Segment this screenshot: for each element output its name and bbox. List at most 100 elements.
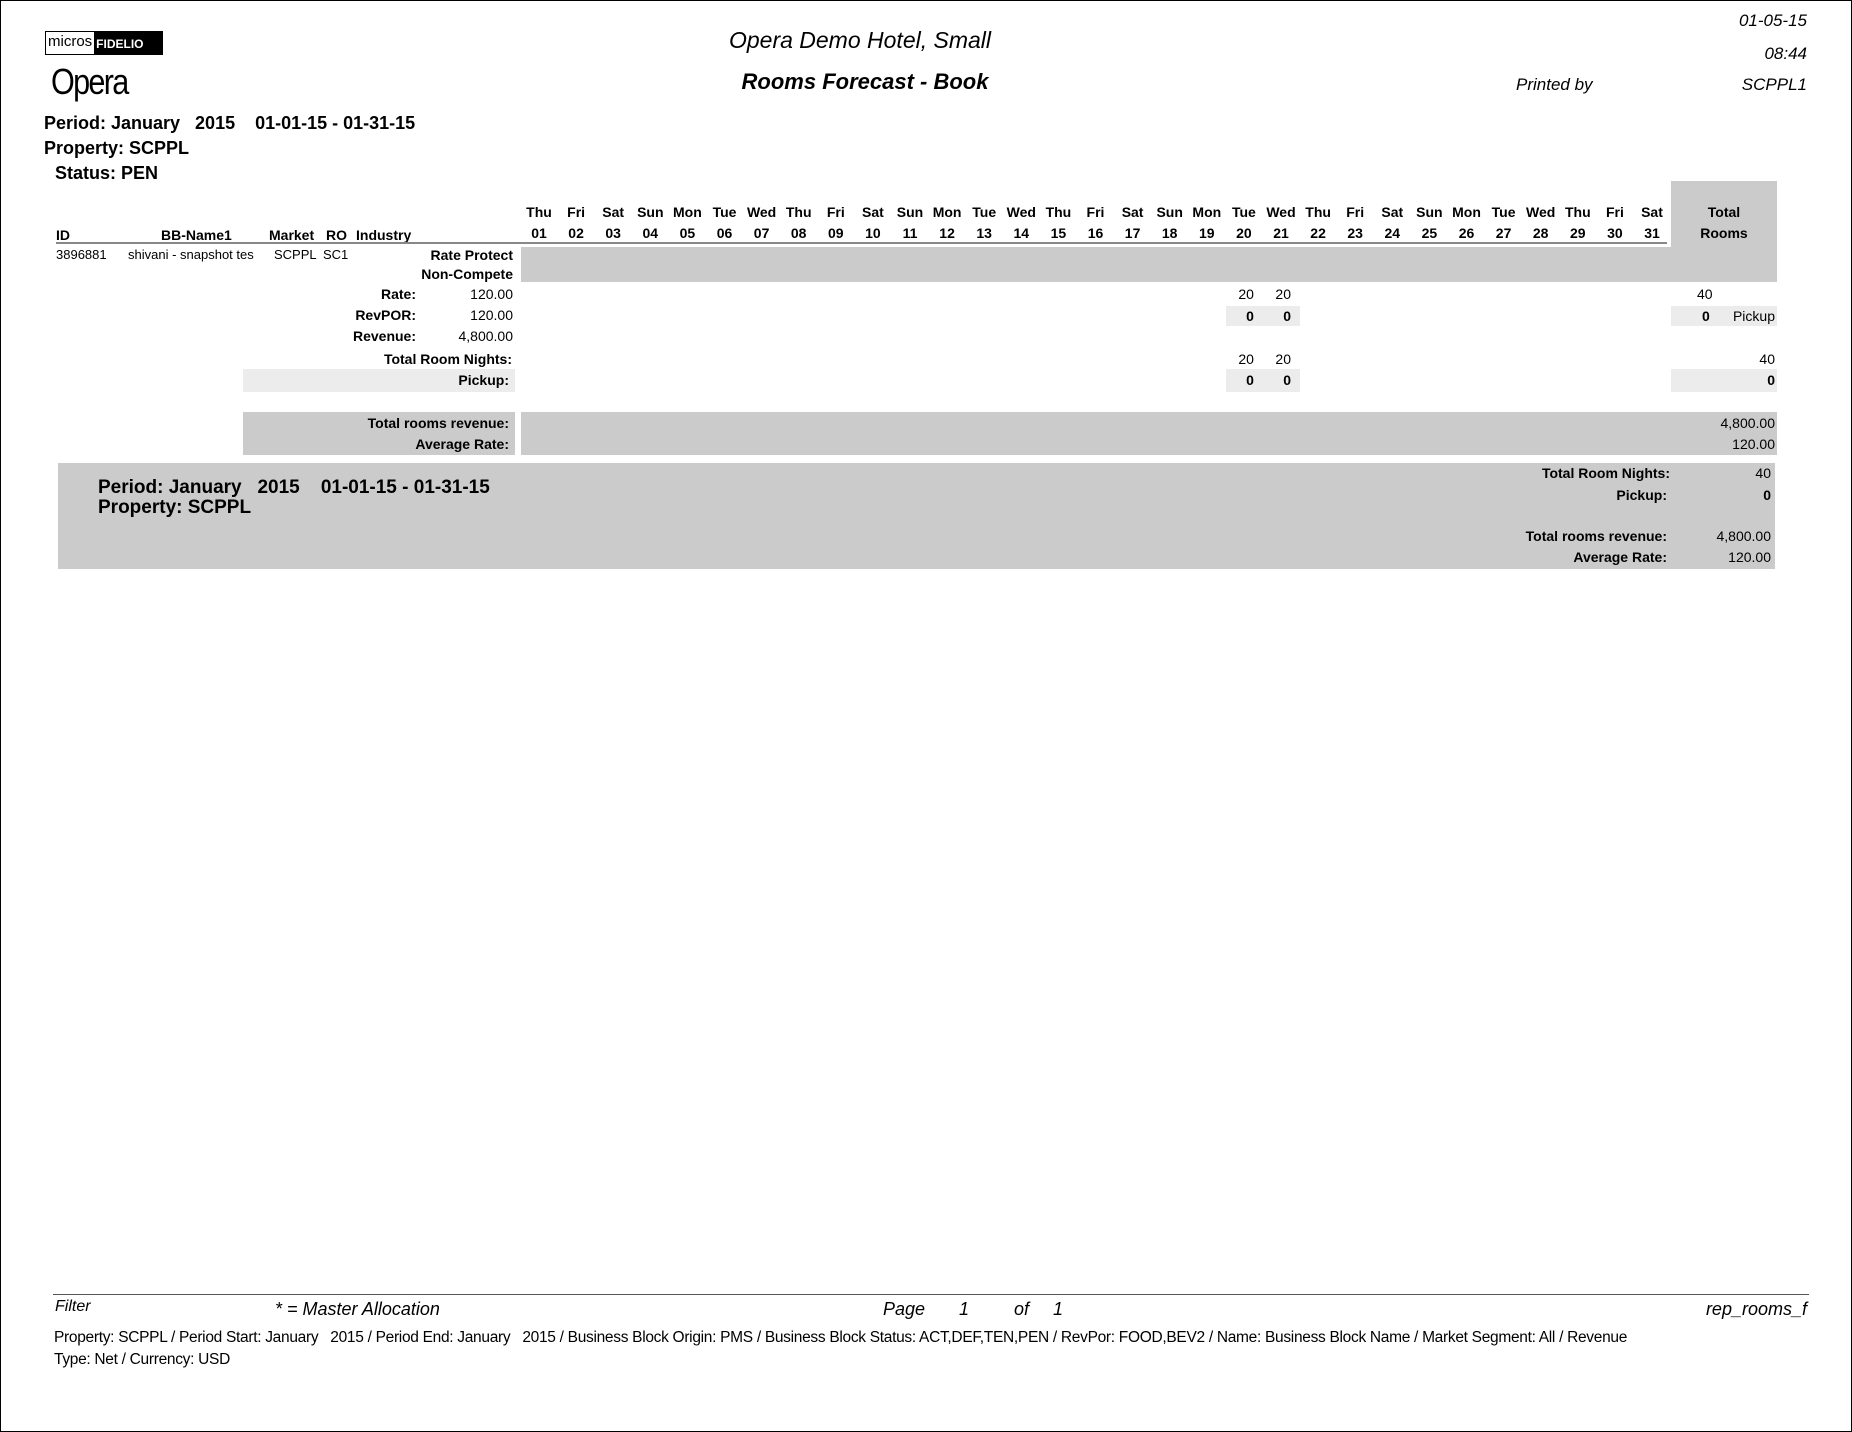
summary-pickup-label: Pickup:: [1616, 487, 1667, 503]
day-of-week-29: Thu: [1564, 204, 1591, 220]
pickup2-by-day-20: 0: [1246, 372, 1254, 388]
col-total-line1: Total: [1707, 204, 1741, 220]
col-industry: Industry: [356, 227, 412, 243]
printed-by-label: Printed by: [1516, 75, 1593, 94]
summary-band: [58, 463, 1775, 569]
flags-band: [521, 247, 1671, 282]
day-of-week-31: Sat: [1641, 204, 1663, 220]
day-number-13: 13: [976, 225, 992, 241]
rate-value: 120.00: [470, 286, 513, 302]
pickup-band-total: [1671, 306, 1777, 326]
pickup2-total: 0: [1767, 372, 1775, 388]
footer-params-line1: Property: SCPPL / Period Start: January …: [54, 1329, 1628, 1346]
col-id: ID: [56, 227, 70, 243]
avg-label: Average Rate:: [415, 436, 509, 452]
summary-trr: 4,800.00: [1716, 528, 1772, 544]
footer-of-label: of: [1014, 1299, 1030, 1319]
day-of-week-17: Sat: [1121, 204, 1144, 220]
rooms-by-day-21: 20: [1275, 286, 1291, 302]
pickup2-band-total: [1671, 369, 1777, 392]
day-of-week-01: Thu: [526, 204, 552, 220]
day-of-week-24: Sat: [1381, 204, 1404, 220]
summary-avg-label: Average Rate:: [1573, 549, 1667, 565]
day-of-week-16: Fri: [1086, 204, 1105, 220]
total-rooms-header-band: [1671, 181, 1777, 282]
day-number-15: 15: [1050, 225, 1067, 241]
day-number-20: 20: [1236, 225, 1252, 241]
day-number-17: 17: [1124, 225, 1141, 241]
header-rule: [56, 242, 1667, 244]
day-of-week-10: Sat: [861, 204, 884, 220]
day-number-02: 02: [568, 225, 584, 241]
day-of-week-21: Wed: [1266, 204, 1296, 220]
summary-trr-label: Total rooms revenue:: [1525, 528, 1667, 544]
logo-fidelio: FIDELIO: [94, 32, 162, 54]
summary-avg: 120.00: [1728, 549, 1771, 565]
day-of-week-12: Mon: [932, 204, 962, 220]
day-of-week-05: Mon: [673, 204, 702, 220]
col-total-line2: Rooms: [1700, 225, 1748, 241]
day-number-19: 19: [1199, 225, 1215, 241]
day-of-week-14: Wed: [1006, 204, 1036, 220]
pickup-label: Pickup:: [458, 372, 509, 388]
revenue-band-label: [243, 412, 515, 455]
trr-value: 4,800.00: [1720, 415, 1776, 431]
day-of-week-28: Wed: [1526, 204, 1556, 220]
block-id: 3896881: [56, 247, 107, 262]
print-time: 08:44: [1764, 44, 1807, 63]
trr-label: Total rooms revenue:: [367, 415, 509, 431]
summary-property: Property: SCPPL: [98, 497, 252, 518]
day-number-27: 27: [1495, 225, 1512, 241]
day-number-31: 31: [1644, 225, 1660, 241]
col-market: Market: [269, 227, 315, 243]
col-ro: RO: [326, 227, 347, 243]
status-heading: Status: PEN: [55, 163, 159, 183]
revpor-label: RevPOR:: [355, 307, 416, 323]
pickup2-band-days: [1226, 369, 1300, 392]
period-heading: Period: January 2015 01-01-15 - 01-31-15: [44, 113, 416, 133]
day-of-week-03: Sat: [602, 204, 625, 220]
day-number-12: 12: [939, 225, 955, 241]
day-of-week-25: Sun: [1416, 204, 1443, 220]
report-title: Rooms Forecast - Book: [741, 69, 989, 94]
trn-label: Total Room Nights:: [383, 351, 512, 367]
day-number-14: 14: [1013, 225, 1030, 241]
footer-rule: [53, 1294, 1809, 1295]
day-of-week-08: Thu: [785, 204, 812, 220]
day-of-week-20: Tue: [1231, 204, 1256, 220]
revenue-band-total: [1671, 412, 1777, 455]
day-of-week-07: Wed: [746, 204, 777, 220]
revenue-value: 4,800.00: [458, 328, 514, 344]
print-date: 01-05-15: [1738, 11, 1807, 30]
avg-value: 120.00: [1732, 436, 1775, 452]
block-market: SCPPL: [274, 247, 317, 262]
day-number-16: 16: [1087, 225, 1104, 241]
day-number-06: 06: [716, 225, 733, 241]
day-number-03: 03: [605, 225, 621, 241]
day-of-week-13: Tue: [972, 204, 997, 220]
day-number-21: 21: [1273, 225, 1289, 241]
footer-page-number: 1: [959, 1299, 970, 1319]
day-of-week-18: Sun: [1156, 204, 1183, 220]
summary-period: Period: January 2015 01-01-15 - 01-31-15: [98, 477, 490, 498]
day-of-week-19: Mon: [1192, 204, 1222, 220]
day-of-week-15: Thu: [1045, 204, 1072, 220]
rooms-by-day-20: 20: [1238, 286, 1254, 302]
block-name: shivani - snapshot tes: [128, 247, 254, 262]
day-number-25: 25: [1421, 225, 1438, 241]
pickup-by-day-20: 0: [1246, 308, 1254, 324]
logo-micros: micros: [48, 33, 93, 50]
day-number-28: 28: [1532, 225, 1549, 241]
day-number-18: 18: [1161, 225, 1178, 241]
day-of-week-27: Tue: [1491, 204, 1516, 220]
day-of-week-02: Fri: [567, 204, 586, 220]
summary-trn-label: Total Room Nights:: [1541, 465, 1670, 481]
flag-rate-protect: Rate Protect: [430, 247, 513, 263]
day-of-week-06: Tue: [712, 204, 737, 220]
opera-logo-text: Opera: [51, 61, 129, 102]
trn-total: 40: [1759, 351, 1775, 367]
revpor-value: 120.00: [470, 307, 513, 323]
day-number-26: 26: [1458, 225, 1475, 241]
rate-label: Rate:: [380, 286, 416, 302]
